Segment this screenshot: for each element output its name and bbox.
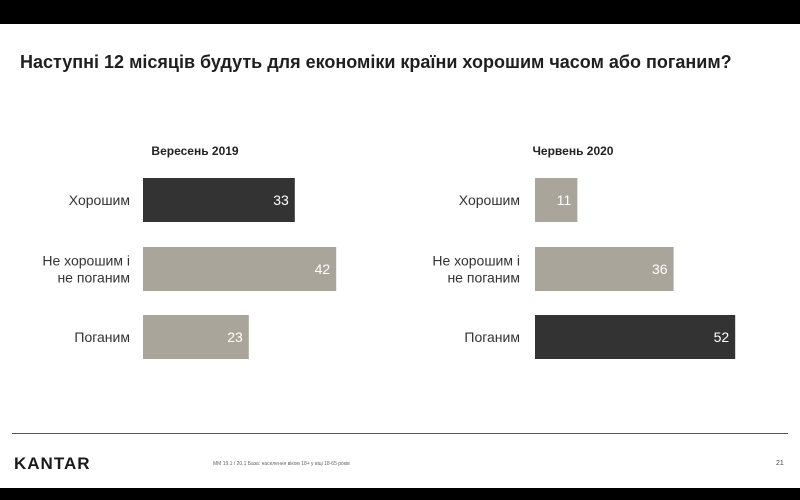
bar-value-label: 33 [273,192,289,208]
bar-value-label: 23 [227,329,243,345]
bar-charts: 33 Хорошим 42 Не хорошим і не поганим 23 Поган… [0,24,800,488]
bar-1-1 [143,178,295,222]
category-label: Поганим [74,329,130,345]
bar-2-3 [535,315,735,359]
slide: Наступні 12 місяців будуть для економіки… [0,24,800,488]
category-label: Поганим [464,329,520,345]
bar-value-label: 36 [652,261,668,277]
bar-value-label: 11 [557,192,572,208]
bar-value-label: 42 [315,261,331,277]
category-label: Хорошим [69,192,130,208]
footer-divider [12,433,788,434]
category-label: Не хорошим і не поганим [432,253,520,286]
category-label: Не хорошим і не поганим [42,253,130,286]
kantar-logo: KANTAR [14,454,91,474]
bar-1-2 [143,247,336,291]
footnote: ММ 19.1 / 20.1 База: населення віком 18+… [213,461,350,467]
category-label: Хорошим [459,192,520,208]
bar-value-label: 52 [714,329,730,345]
page-number: 21 [776,460,784,467]
